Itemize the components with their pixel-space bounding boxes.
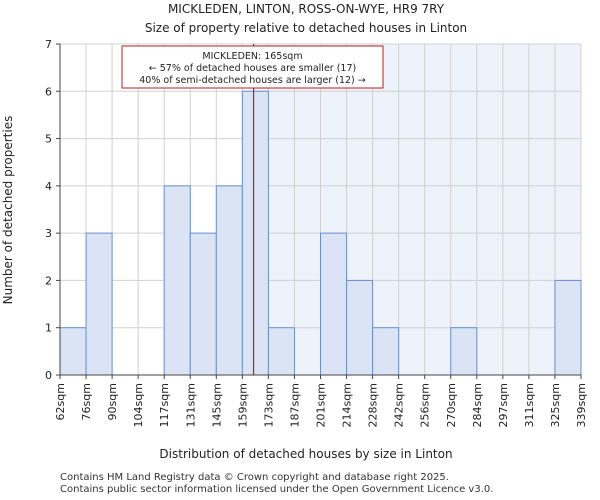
x-tick-label: 270sqm [445, 383, 458, 427]
x-tick-label: 201sqm [315, 383, 328, 427]
x-tick-label: 214sqm [341, 383, 354, 427]
x-tick-label: 117sqm [158, 383, 171, 427]
x-tick-label: 90sqm [106, 383, 119, 420]
x-tick-label: 284sqm [471, 383, 484, 427]
annotation-line-3: 40% of semi-detached houses are larger (… [139, 75, 366, 86]
x-tick-label: 325sqm [549, 383, 562, 427]
x-tick-label: 104sqm [132, 383, 145, 427]
bar[interactable] [267, 327, 295, 376]
x-tick-label: 339sqm [575, 383, 588, 427]
x-tick-label: 228sqm [367, 383, 380, 427]
y-tick-label: 6 [45, 85, 52, 98]
annotation-line-1: MICKLEDEN: 165sqm [202, 51, 302, 62]
plot-area: 0 1 2 3 4 5 6 7 62sqm 76sqm 90sqm 104sqm 117sqm 131sq… [45, 38, 588, 427]
y-axis-label: Number of detached properties [1, 116, 15, 305]
bar[interactable] [59, 327, 87, 376]
x-tick-label: 131sqm [184, 383, 197, 427]
x-axis-label: Distribution of detached houses by size … [159, 447, 452, 461]
bar[interactable] [554, 279, 582, 376]
x-tick-label: 145sqm [210, 383, 223, 427]
y-tick-label: 3 [45, 227, 52, 240]
bar[interactable] [346, 279, 374, 376]
x-tick-label: 173sqm [262, 383, 275, 427]
x-tick-label: 76sqm [80, 383, 93, 420]
bar[interactable] [215, 185, 243, 376]
highlight-region [253, 44, 581, 375]
y-tick-label: 5 [45, 133, 52, 146]
bar[interactable] [320, 232, 348, 376]
bar[interactable] [241, 90, 269, 376]
x-tick-label: 187sqm [288, 383, 301, 427]
x-tick-label: 62sqm [54, 383, 67, 420]
bar[interactable] [189, 232, 217, 376]
x-tick-label: 297sqm [497, 383, 510, 427]
footer-line-1: Contains HM Land Registry data © Crown c… [60, 472, 449, 483]
y-tick-label: 7 [45, 38, 52, 51]
annotation-line-2: ← 57% of detached houses are smaller (17… [149, 63, 356, 74]
bar[interactable] [163, 185, 191, 376]
x-tick-label: 242sqm [393, 383, 406, 427]
x-tick-label: 311sqm [523, 383, 536, 427]
chart-title: MICKLEDEN, LINTON, ROSS-ON-WYE, HR9 7RY [168, 2, 445, 16]
bar[interactable] [372, 327, 400, 376]
bar[interactable] [85, 232, 113, 376]
y-tick-label: 0 [45, 369, 52, 382]
annotation-box [121, 45, 384, 89]
chart-subtitle: Size of property relative to detached ho… [145, 21, 467, 35]
y-tick-label: 4 [45, 180, 52, 193]
footer-line-2: Contains public sector information licen… [60, 484, 494, 495]
x-tick-label: 256sqm [419, 383, 432, 427]
x-tick-label: 159sqm [236, 383, 249, 427]
y-tick-label: 1 [45, 322, 52, 335]
bar[interactable] [450, 327, 478, 376]
y-tick-label: 2 [45, 274, 52, 287]
